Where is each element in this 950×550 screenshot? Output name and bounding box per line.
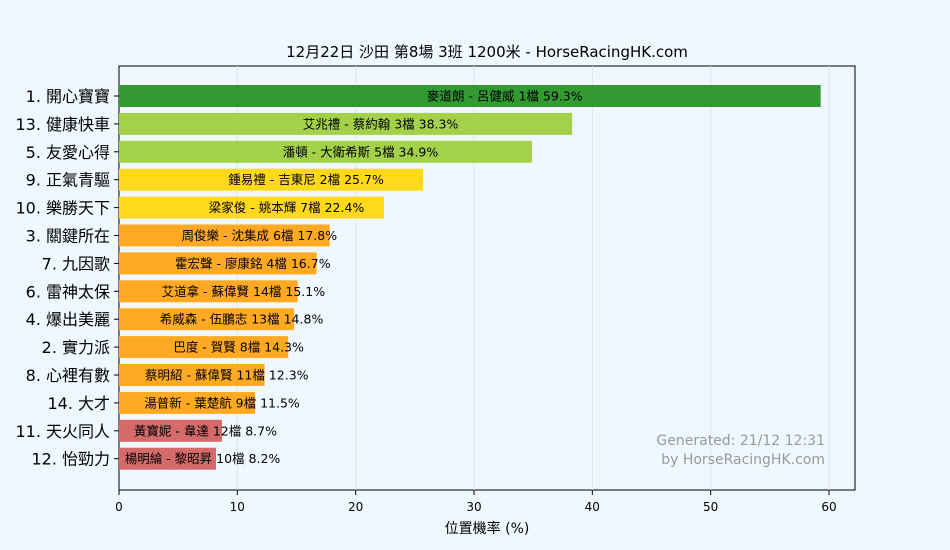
bar-label: 艾兆禮 - 蔡約翰 3檔 38.3% [303,116,459,131]
bar [119,168,424,191]
bar [119,224,330,247]
bar-label: 周俊樂 - 沈集成 6檔 17.8% [182,228,338,243]
bar-label: 霍宏聲 - 廖康銘 4檔 16.7% [175,256,331,271]
y-tick-label: 7. 九因歌 [42,254,110,273]
bars: 麥道朗 - 呂健威 1檔 59.3% 艾兆禮 - 蔡約翰 3檔 38.3% 潘頓 -… [119,85,821,470]
bar [119,140,532,163]
bar [119,280,298,303]
y-tick-label: 2. 實力派 [42,338,110,357]
y-tick-label: 10. 樂勝天下 [15,199,110,218]
y-tick-label: 14. 大才 [47,394,110,413]
bar [119,112,573,135]
x-tick-label: 40 [585,500,600,514]
y-tick-label: 3. 關鍵所在 [26,227,110,246]
x-tick-label: 0 [115,500,123,514]
y-tick-label: 5. 友愛心得 [26,143,110,162]
plot-area [118,65,856,491]
bar [119,419,222,442]
bar [119,85,821,107]
bar-label: 希威森 - 伍鵬志 13檔 14.8% [160,312,324,327]
bar-label: 湯普新 - 葉楚航 9檔 11.5% [144,395,300,410]
y-tick-label: 6. 雷神太保 [26,282,110,301]
bar-label: 鍾易禮 - 吉東尼 2檔 25.7% [228,172,384,187]
gridlines [236,66,830,490]
x-tick-label: 10 [230,500,245,514]
y-tick-label: 11. 天火同人 [15,422,110,441]
x-tick-label: 60 [821,500,836,514]
y-tick-label: 9. 正氣青驅 [26,171,110,190]
y-tick-label: 1. 開心寶寶 [26,87,110,106]
watermark-site: by HorseRacingHK.com [661,452,825,468]
x-tick-label: 50 [703,500,718,514]
bar-label: 麥道朗 - 呂健威 1檔 59.3% [427,89,583,104]
y-tick-label: 12. 怡勁力 [31,450,110,469]
chart-title: 12月22日 沙田 第8場 3班 1200米 - HorseRacingHK.c… [286,43,688,61]
y-tick-label: 4. 爆出美麗 [26,310,110,329]
bar-label: 艾道拿 - 蘇偉賢 14檔 15.1% [162,284,326,299]
bar [119,336,289,359]
watermark-generated: Generated: 21/12 12:31 [656,433,825,449]
y-tick-label: 8. 心裡有數 [26,366,110,385]
bar-label: 潘頓 - 大衛希斯 5檔 34.9% [283,144,439,159]
bar-label: 巴度 - 賀賢 8檔 14.3% [173,340,304,355]
bar-label: 蔡明紹 - 蘇偉賢 11檔 12.3% [145,368,309,383]
bar [119,196,385,219]
x-axis-label: 位置機率 (%) [445,520,530,537]
bar [119,364,265,386]
x-tick-label: 30 [466,500,481,514]
bar-label: 梁家俊 - 姚本輝 7檔 22.4% [209,200,365,215]
bar [119,447,217,470]
y-tick-label: 13. 健康快車 [15,115,110,134]
x-ticks: 0 10 20 30 40 50 60 [115,490,837,514]
bar-label: 楊明綸 - 黎昭昇 10檔 8.2% [125,451,281,466]
bar [119,308,295,331]
bar-label: 黃寶妮 - 韋達 12檔 8.7% [134,423,277,438]
bar [119,391,256,414]
y-tick-labels: 1. 開心寶寶 13. 健康快車 5. 友愛心得 9. 正氣青驅 10. 樂勝天下 3. … [15,87,119,469]
bar [119,252,317,275]
x-tick-label: 20 [348,500,363,514]
